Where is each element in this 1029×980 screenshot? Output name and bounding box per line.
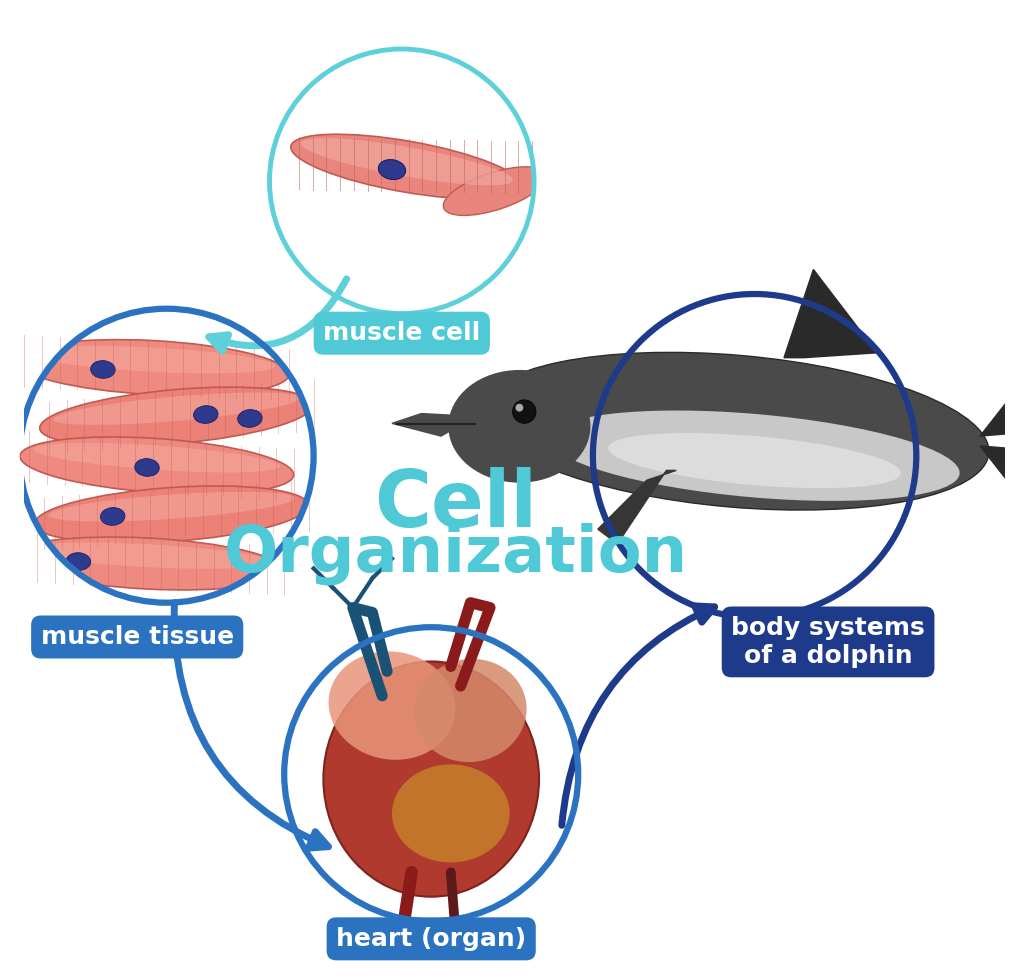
Polygon shape xyxy=(598,470,676,544)
Ellipse shape xyxy=(48,492,294,521)
Ellipse shape xyxy=(379,160,405,179)
Text: body systems
of a dolphin: body systems of a dolphin xyxy=(732,616,925,667)
Ellipse shape xyxy=(328,652,456,760)
FancyArrowPatch shape xyxy=(562,606,714,825)
Ellipse shape xyxy=(66,553,91,570)
Ellipse shape xyxy=(291,134,523,199)
Ellipse shape xyxy=(91,361,115,378)
Ellipse shape xyxy=(101,508,125,525)
Ellipse shape xyxy=(449,369,591,482)
Text: Organization: Organization xyxy=(223,522,687,585)
Circle shape xyxy=(593,294,916,617)
Ellipse shape xyxy=(24,543,271,568)
Ellipse shape xyxy=(10,537,284,590)
FancyArrowPatch shape xyxy=(174,603,328,848)
Ellipse shape xyxy=(14,340,289,395)
Polygon shape xyxy=(392,414,475,436)
Ellipse shape xyxy=(193,406,218,423)
Ellipse shape xyxy=(54,392,299,425)
Text: heart (organ): heart (organ) xyxy=(336,927,526,951)
Circle shape xyxy=(270,49,534,314)
Ellipse shape xyxy=(482,353,989,510)
Ellipse shape xyxy=(20,437,293,494)
Text: muscle cell: muscle cell xyxy=(323,321,481,345)
Circle shape xyxy=(20,309,314,603)
Ellipse shape xyxy=(35,486,309,543)
Ellipse shape xyxy=(238,410,262,427)
Ellipse shape xyxy=(300,138,512,185)
Ellipse shape xyxy=(135,459,159,476)
Circle shape xyxy=(284,627,578,921)
Ellipse shape xyxy=(392,764,509,862)
Text: Cell: Cell xyxy=(375,466,537,543)
Polygon shape xyxy=(980,368,1029,436)
Ellipse shape xyxy=(323,662,539,897)
Ellipse shape xyxy=(443,167,546,216)
Circle shape xyxy=(516,404,524,412)
FancyArrowPatch shape xyxy=(209,279,347,352)
Text: muscle tissue: muscle tissue xyxy=(40,625,234,649)
Ellipse shape xyxy=(415,659,527,762)
Ellipse shape xyxy=(608,433,901,488)
Polygon shape xyxy=(784,270,877,358)
Ellipse shape xyxy=(40,387,313,446)
Ellipse shape xyxy=(29,346,275,373)
Ellipse shape xyxy=(34,443,280,472)
Ellipse shape xyxy=(549,411,960,501)
Polygon shape xyxy=(980,446,1029,514)
Circle shape xyxy=(512,400,536,423)
